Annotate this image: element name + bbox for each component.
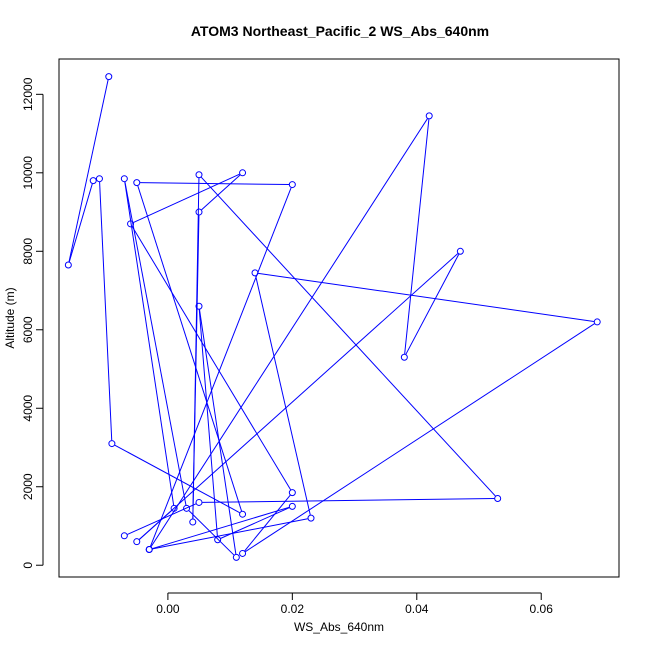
series-segment bbox=[68, 183, 93, 262]
y-tick-label: 6000 bbox=[21, 316, 35, 343]
series-segment bbox=[152, 506, 290, 550]
x-axis-label: WS_Abs_640nm bbox=[294, 620, 384, 634]
series-segment bbox=[140, 182, 290, 186]
chart-title: ATOM3 Northeast_Pacific_2 WS_Abs_640nm bbox=[191, 23, 489, 39]
series-segment bbox=[124, 181, 187, 506]
series-segment bbox=[198, 309, 237, 555]
data-point bbox=[425, 112, 433, 120]
data-point bbox=[105, 73, 113, 81]
series-segment bbox=[68, 79, 109, 262]
series-segment bbox=[131, 226, 292, 491]
series-segment bbox=[152, 518, 308, 550]
plot-frame bbox=[58, 58, 620, 578]
data-point bbox=[214, 536, 222, 544]
x-tick-label: 0.06 bbox=[530, 602, 554, 616]
y-axis-label: Altitude (m) bbox=[3, 287, 17, 348]
data-point bbox=[189, 518, 197, 526]
data-point bbox=[89, 177, 97, 185]
data-point bbox=[251, 269, 259, 277]
y-tick-label: 0 bbox=[21, 562, 35, 569]
data-point bbox=[133, 538, 141, 546]
series-segment bbox=[188, 510, 235, 556]
x-tick-label: 0.04 bbox=[405, 602, 429, 616]
data-point bbox=[593, 318, 601, 326]
y-tick-label: 10000 bbox=[21, 156, 35, 190]
data-point bbox=[288, 489, 296, 497]
data-point bbox=[195, 302, 203, 310]
series-segment bbox=[133, 173, 240, 223]
series-segment bbox=[138, 253, 459, 540]
series-segment bbox=[202, 498, 495, 503]
data-point bbox=[239, 169, 247, 177]
x-tick-label: 0.00 bbox=[156, 602, 180, 616]
series-segment bbox=[150, 118, 428, 548]
data-point bbox=[170, 504, 178, 512]
data-point bbox=[239, 549, 247, 557]
data-point bbox=[145, 546, 153, 554]
data-point bbox=[195, 171, 203, 179]
data-point bbox=[288, 181, 296, 189]
data-point bbox=[456, 247, 464, 255]
data-point bbox=[64, 261, 72, 269]
series-segment bbox=[192, 178, 200, 519]
data-point bbox=[195, 498, 203, 506]
data-point bbox=[95, 175, 103, 183]
series-segment bbox=[255, 275, 311, 516]
y-tick-label: 8000 bbox=[21, 238, 35, 265]
series-segment bbox=[405, 253, 460, 355]
series-segment bbox=[127, 503, 197, 535]
data-point bbox=[127, 220, 135, 228]
data-point bbox=[183, 504, 191, 512]
series-segment bbox=[137, 185, 243, 512]
y-tick-label: 2000 bbox=[21, 473, 35, 500]
data-point bbox=[232, 553, 240, 561]
data-point bbox=[195, 208, 203, 216]
series-segment bbox=[198, 309, 218, 537]
y-tick-label: 12000 bbox=[21, 77, 35, 111]
series-segment bbox=[201, 174, 241, 211]
series-segment bbox=[200, 176, 496, 497]
data-series bbox=[64, 73, 601, 561]
y-tick-label: 4000 bbox=[21, 395, 35, 422]
series-segment bbox=[99, 181, 113, 441]
data-point bbox=[108, 440, 116, 448]
data-point bbox=[400, 353, 408, 361]
series-segment bbox=[245, 323, 595, 553]
y-axis: 0 2000 4000 6000 8000 10000 12000 bbox=[21, 77, 44, 569]
series-segment bbox=[244, 494, 291, 552]
series-segment bbox=[258, 272, 595, 322]
data-point bbox=[494, 495, 502, 503]
data-point bbox=[288, 502, 296, 510]
x-axis: 0.00 0.02 0.04 0.06 bbox=[156, 592, 554, 616]
x-tick-label: 0.02 bbox=[281, 602, 305, 616]
series-segment bbox=[149, 187, 292, 547]
data-point bbox=[120, 532, 128, 540]
series-segment bbox=[404, 119, 430, 355]
data-point bbox=[120, 175, 128, 183]
data-point bbox=[239, 510, 247, 518]
data-point bbox=[133, 179, 141, 187]
series-segment bbox=[124, 181, 175, 506]
data-point bbox=[307, 514, 315, 522]
